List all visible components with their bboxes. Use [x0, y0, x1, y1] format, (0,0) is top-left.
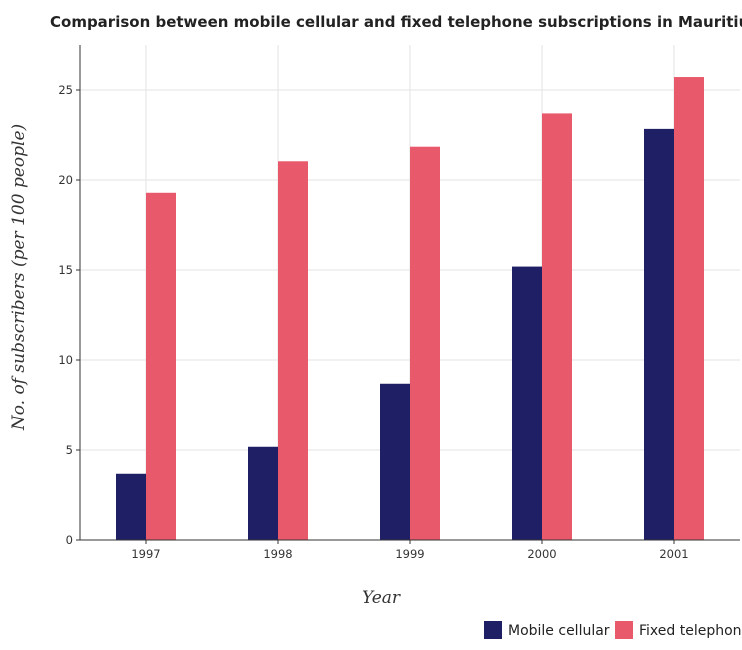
x-tick-label: 1998: [263, 547, 292, 561]
bar-fixed-telephone-1998: [278, 161, 308, 540]
bar-mobile-cellular-1997: [116, 473, 146, 540]
x-tick-label: 2001: [659, 547, 688, 561]
bar-mobile-cellular-2001: [644, 128, 674, 540]
y-tick-label: 25: [58, 83, 73, 97]
x-axis-label: Year: [362, 588, 401, 608]
x-tick-label: 1997: [131, 547, 160, 561]
bar-mobile-cellular-1999: [380, 383, 410, 540]
x-axis: 1997 1998 1999 2000 2001: [80, 539, 740, 561]
y-axis-label: No. of subscribers (per 100 people): [9, 124, 29, 431]
y-tick-label: 0: [66, 533, 73, 547]
y-tick-label: 15: [58, 263, 73, 277]
legend-swatch-fixed-telephone: [615, 621, 633, 639]
bar-mobile-cellular-1998: [248, 446, 278, 540]
bar-mobile-cellular-2000: [512, 266, 542, 540]
bar-fixed-telephone-2000: [542, 113, 572, 541]
x-tick-label: 2000: [527, 547, 556, 561]
legend-label-fixed-telephone: Fixed telephone: [639, 623, 742, 639]
legend: Mobile cellular Fixed telephone: [484, 621, 742, 639]
bar-fixed-telephone-1997: [146, 192, 176, 540]
chart-title: Comparison between mobile cellular and f…: [50, 13, 742, 31]
y-axis: 0 5 10 15 20 25: [58, 45, 81, 547]
x-tick-label: 1999: [395, 547, 424, 561]
y-tick-label: 20: [58, 173, 73, 187]
bars: [116, 77, 704, 541]
y-tick-label: 5: [66, 443, 73, 457]
y-tick-label: 10: [58, 353, 73, 367]
bar-fixed-telephone-2001: [674, 77, 704, 540]
legend-label-mobile-cellular: Mobile cellular: [508, 623, 610, 639]
legend-swatch-mobile-cellular: [484, 621, 502, 639]
bar-fixed-telephone-1999: [410, 146, 440, 540]
